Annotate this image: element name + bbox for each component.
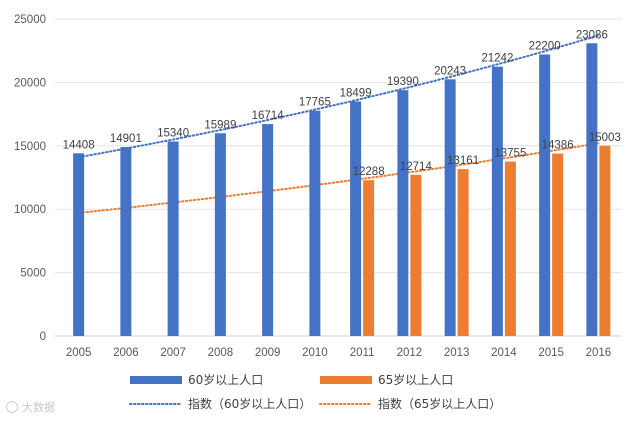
data-label-60plus: 21242 <box>481 53 513 65</box>
trendline-60plus <box>77 34 600 159</box>
bar-60plus <box>444 79 456 337</box>
y-tick-label: 0 <box>40 331 46 343</box>
data-label-60plus: 14901 <box>110 133 142 145</box>
watermark-logo-icon <box>6 401 18 413</box>
x-tick-label: 2015 <box>538 347 564 359</box>
legend-swatch-bar <box>130 376 182 384</box>
bar-60plus <box>586 43 598 336</box>
data-label-60plus: 20243 <box>434 65 466 77</box>
x-tick-label: 2009 <box>255 347 281 359</box>
bar-60plus <box>397 90 409 337</box>
x-tick-label: 2010 <box>302 347 328 359</box>
trendline-65plus <box>77 142 600 214</box>
y-tick-label: 20000 <box>14 77 46 89</box>
bar-60plus <box>491 66 503 337</box>
y-tick-label: 25000 <box>14 14 46 26</box>
x-tick-label: 2007 <box>160 347 186 359</box>
bar-65plus <box>457 169 469 336</box>
data-label-60plus: 17765 <box>299 97 331 109</box>
bar-60plus <box>120 147 132 336</box>
data-labels: 14408 14901 15340 15989 16714 17765 18499 12288… <box>63 29 621 178</box>
watermark-text: 大数据 <box>22 401 55 414</box>
bar-65plus <box>552 153 564 336</box>
y-tick-label: 10000 <box>14 204 46 216</box>
data-label-60plus: 18499 <box>340 87 372 99</box>
bar-65plus <box>363 180 375 336</box>
y-axis: 0 5000 10000 15000 20000 25000 <box>14 14 46 343</box>
x-tick-label: 2012 <box>397 347 423 359</box>
bar-65plus <box>410 174 422 336</box>
data-label-65plus: 14386 <box>542 140 574 152</box>
data-label-65plus: 12288 <box>353 166 385 178</box>
legend-label: 65岁以上人口 <box>378 372 453 387</box>
legend-swatch-bar <box>320 376 372 384</box>
y-tick-label: 5000 <box>20 268 46 280</box>
data-label-65plus: 12714 <box>400 161 433 173</box>
bar-60plus <box>262 124 274 336</box>
bar-60plus <box>539 54 551 337</box>
x-axis: 2005 2006 2007 2008 2009 2010 2011 2012 2013 2014… <box>66 347 611 359</box>
bar-60plus <box>309 110 321 336</box>
bar-65plus <box>599 145 611 336</box>
bar-65plus <box>504 161 516 336</box>
data-label-60plus: 14408 <box>63 139 95 151</box>
watermark: 大数据 <box>6 399 55 415</box>
data-label-65plus: 15003 <box>589 132 621 144</box>
x-tick-label: 2016 <box>586 347 612 359</box>
legend-label: 60岁以上人口 <box>188 372 263 387</box>
data-label-65plus: 13161 <box>447 155 479 167</box>
x-tick-label: 2014 <box>491 347 517 359</box>
bar-60plus <box>167 141 179 336</box>
data-label-60plus: 22200 <box>529 41 561 53</box>
x-tick-label: 2005 <box>66 347 92 359</box>
trendlines <box>77 34 600 214</box>
data-label-60plus: 16714 <box>252 110 285 122</box>
legend-label: 指数（60岁以上人口） <box>188 396 311 411</box>
data-label-65plus: 13755 <box>494 148 526 160</box>
bar-60plus <box>73 153 85 336</box>
bar-60plus <box>350 101 362 336</box>
y-tick-label: 15000 <box>14 141 46 153</box>
x-tick-label: 2006 <box>113 347 139 359</box>
x-tick-label: 2011 <box>350 347 375 359</box>
bar-60plus <box>214 133 226 336</box>
x-tick-label: 2013 <box>444 347 470 359</box>
data-label-60plus: 15340 <box>157 127 189 139</box>
x-tick-label: 2008 <box>208 347 234 359</box>
gridlines <box>55 18 622 337</box>
bars <box>73 43 611 337</box>
data-label-60plus: 23086 <box>576 29 608 41</box>
data-label-60plus: 19390 <box>387 76 419 88</box>
legend-label: 指数（65岁以上人口） <box>378 396 501 411</box>
data-label-60plus: 15989 <box>204 119 236 131</box>
